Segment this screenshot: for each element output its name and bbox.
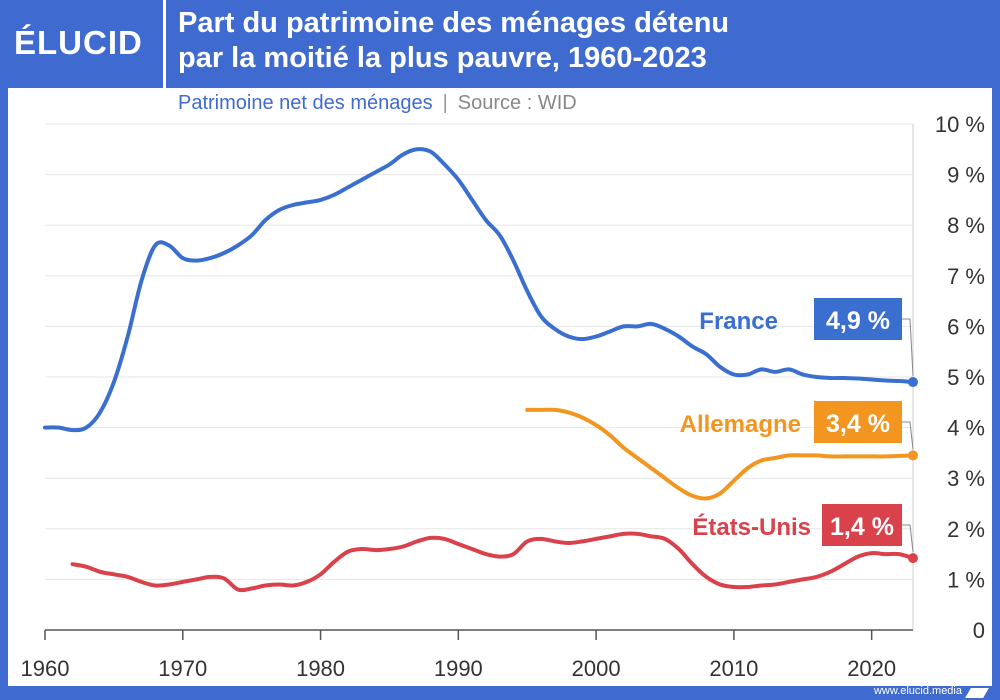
x-tick-label: 2020 — [847, 656, 896, 681]
y-tick-label: 6 % — [947, 314, 985, 339]
y-tick-label: 0 — [973, 618, 985, 643]
series-name-france: France — [699, 308, 778, 335]
y-tick-label: 9 % — [947, 163, 985, 188]
y-tick-label: 2 % — [947, 517, 985, 542]
chart-title-line-2: par la moitié la plus pauvre, 1960-2023 — [178, 42, 707, 74]
footer-logo-mark — [965, 688, 989, 698]
chart-title-line-1: Part du patrimoine des ménages détenu — [178, 7, 730, 39]
x-tick-label: 1960 — [21, 656, 70, 681]
series-name-allemagne: Allemagne — [680, 411, 801, 438]
series-lines — [43, 147, 915, 593]
value-badge-france — [814, 298, 902, 340]
series-line-france — [43, 147, 915, 433]
y-tick-label: 1 % — [947, 567, 985, 592]
value-label-etats-unis: 1,4 % — [830, 513, 894, 541]
line-chart: 0 1 % 2 % 3 % 4 % 5 % 6 % 7 % 8 % 9 % 10 % 1960 1970… — [21, 112, 985, 681]
axes: 0 1 % 2 % 3 % 4 % 5 % 6 % 7 % 8 % 9 % 10 % 1960 1970… — [21, 112, 985, 681]
y-tick-label: 7 % — [947, 264, 985, 289]
y-tick-label: 10 % — [935, 112, 985, 137]
leader-line — [902, 318, 914, 377]
leader-line — [902, 421, 914, 450]
leader-line — [902, 524, 914, 553]
value-badge-allemagne — [814, 401, 902, 443]
x-tick-label: 2010 — [709, 656, 758, 681]
gridlines — [45, 123, 913, 580]
y-tick-label: 4 % — [947, 416, 985, 441]
brand-logo[interactable]: ÉLUCID — [14, 24, 143, 61]
series-line-etats-unis — [70, 531, 915, 593]
series-labels: 4,9 % France 3,4 % Allemagne 1,4 % États-Unis — [680, 298, 918, 564]
value-label-france: 4,9 % — [826, 307, 890, 335]
series-line-allemagne — [525, 407, 915, 501]
end-point-france — [908, 377, 918, 388]
end-point-allemagne — [908, 450, 918, 461]
subtitle-separator: | — [442, 92, 448, 114]
x-tick-label: 2000 — [572, 656, 621, 681]
chart-title: Part du patrimoine des ménages détenu pa… — [178, 6, 978, 76]
y-tick-label: 5 % — [947, 365, 985, 390]
end-point-etats-unis — [908, 553, 918, 564]
header: ÉLUCID Part du patrimoine des ménages dé… — [0, 0, 1000, 88]
value-label-allemagne: 3,4 % — [826, 410, 890, 438]
footer-url[interactable]: www.elucid.media — [873, 685, 962, 697]
x-tick-label: 1990 — [434, 656, 483, 681]
x-tick-label: 1970 — [158, 656, 207, 681]
subtitle-source: Source : WID — [457, 92, 577, 114]
series-name-etats-unis: États-Unis — [692, 513, 811, 541]
chart-panel: Patrimoine net des ménages | Source : WID … — [8, 88, 992, 686]
y-tick-label: 3 % — [947, 466, 985, 491]
x-tick-label: 1980 — [296, 656, 345, 681]
value-badge-etats-unis — [822, 504, 902, 546]
chart-subtitle: Patrimoine net des ménages | Source : WID — [178, 88, 577, 118]
header-divider — [163, 0, 166, 88]
subtitle-measure: Patrimoine net des ménages — [178, 92, 433, 114]
y-tick-label: 8 % — [947, 213, 985, 238]
